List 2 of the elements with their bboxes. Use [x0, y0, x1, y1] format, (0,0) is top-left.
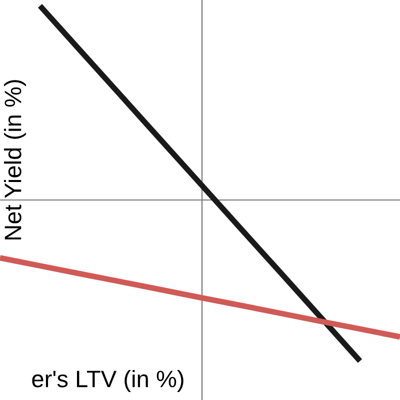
x-axis-title: er's LTV (in %) [32, 370, 184, 392]
y-axis-title: Net Yield (in %) [4, 80, 26, 240]
